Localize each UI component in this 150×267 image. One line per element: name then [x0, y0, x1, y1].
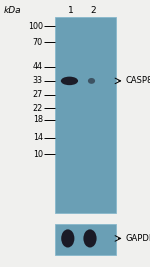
Ellipse shape: [61, 77, 78, 85]
Text: 33: 33: [33, 76, 43, 85]
Text: 18: 18: [33, 115, 43, 124]
Text: 10: 10: [33, 150, 43, 159]
Text: 14: 14: [33, 133, 43, 142]
Text: GAPDH: GAPDH: [126, 234, 150, 243]
Text: 22: 22: [33, 104, 43, 113]
Text: 2: 2: [90, 6, 96, 15]
Text: 100: 100: [28, 22, 43, 31]
Text: 70: 70: [33, 38, 43, 47]
Text: 1: 1: [68, 6, 74, 15]
Ellipse shape: [83, 229, 97, 248]
Ellipse shape: [61, 229, 74, 248]
Text: CASP8: CASP8: [126, 76, 150, 85]
Text: kDa: kDa: [3, 6, 21, 15]
Ellipse shape: [88, 78, 95, 84]
Text: 27: 27: [33, 90, 43, 99]
Bar: [55, 17, 116, 213]
Bar: [55, 224, 116, 255]
Text: 44: 44: [33, 62, 43, 71]
